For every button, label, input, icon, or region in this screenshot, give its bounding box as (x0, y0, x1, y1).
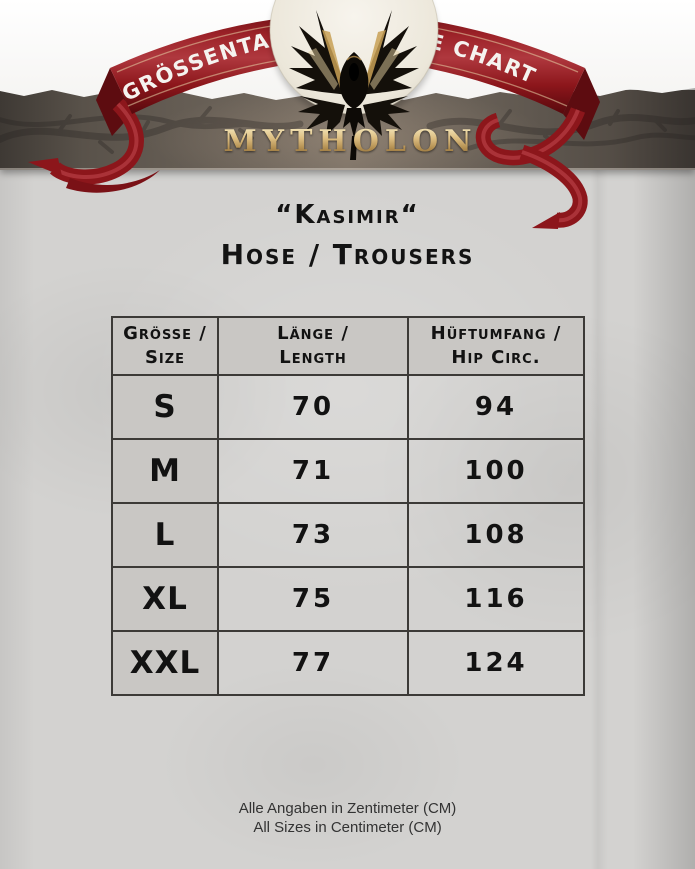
product-name: “Kasimir“ (275, 200, 420, 230)
table-row: XXL 77 124 (111, 630, 585, 696)
size-table: Grösse / Size Länge / Length Hüftumfang … (111, 316, 585, 696)
table-row: L 73 108 (111, 502, 585, 568)
brand-logo: MYTHOLON (0, 127, 695, 157)
hip-circumference-cell: 100 (407, 438, 585, 504)
thorn-vine-decoration (0, 106, 695, 154)
hip-circumference-cell: 116 (407, 566, 585, 632)
hip-circumference-cell: 108 (407, 502, 585, 568)
column-header-length-line1: Länge / (277, 322, 349, 344)
phoenix-icon (289, 10, 419, 160)
footer-note-de: Alle Angaben in Zentimeter (CM) (238, 800, 457, 817)
column-header-hip: Hüftumfang / Hip Circ. (407, 316, 585, 376)
size-cell: S (111, 374, 219, 440)
column-header-size-line1: Grösse / (123, 322, 207, 344)
column-header-length: Länge / Length (217, 316, 409, 376)
column-header-hip-line1: Hüftumfang / (430, 322, 562, 344)
footer-note: Alle Angaben in Zentimeter (CM) All Size… (0, 799, 695, 837)
length-cell: 70 (217, 374, 409, 440)
table-row: S 70 94 (111, 374, 585, 440)
ribbon-banner: GRÖSSENTABELLE SIZE CHART (28, 0, 600, 229)
column-header-length-line2: Length (279, 347, 347, 368)
footer-note-en: All Sizes in Centimeter (CM) (253, 819, 442, 836)
size-cell: XXL (111, 630, 219, 696)
column-header-size: Grösse / Size (111, 316, 219, 376)
length-cell: 73 (217, 502, 409, 568)
length-cell: 75 (217, 566, 409, 632)
length-cell: 71 (217, 438, 409, 504)
size-cell: L (111, 502, 219, 568)
column-header-size-line2: Size (144, 347, 186, 368)
size-cell: M (111, 438, 219, 504)
table-header-row: Grösse / Size Länge / Length Hüftumfang … (111, 316, 585, 376)
size-cell: XL (111, 566, 219, 632)
table-row: M 71 100 (111, 438, 585, 504)
table-row: XL 75 116 (111, 566, 585, 632)
hip-circumference-cell: 124 (407, 630, 585, 696)
column-header-hip-line2: Hip Circ. (451, 347, 541, 368)
length-cell: 77 (217, 630, 409, 696)
product-category: Hose / Trousers (220, 238, 475, 271)
hip-circumference-cell: 94 (407, 374, 585, 440)
